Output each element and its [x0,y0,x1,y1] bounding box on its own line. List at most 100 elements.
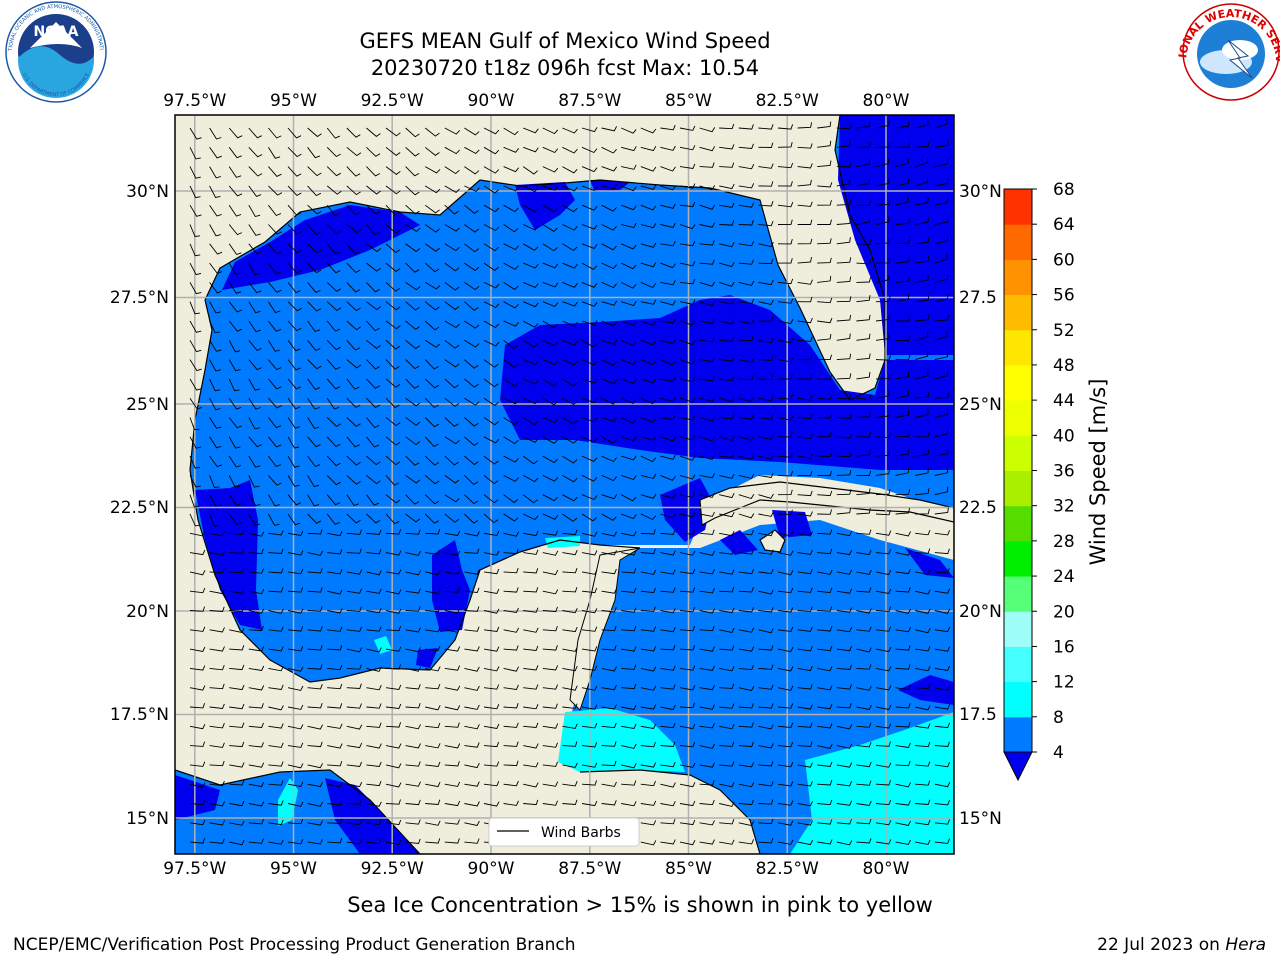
wind-barb [483,704,500,710]
wind-barb [817,431,832,438]
wind-barb [660,474,676,481]
wind-barb [915,705,931,711]
wind-barb [817,569,833,575]
wind-barb [758,628,774,634]
wind-barb [425,666,441,672]
wind-barb [366,666,382,672]
wind-barb [836,724,853,730]
wind-barb [229,780,245,786]
wind-barb [385,703,402,709]
wind-barb [444,127,461,135]
wind-barb [758,181,774,187]
wind-barb [326,378,341,390]
wind-barb [444,781,461,787]
wind-barb [229,567,245,574]
wind-barb [660,839,676,845]
wind-barb [601,722,617,729]
wind-barb [464,359,479,369]
wind-barb [719,452,735,458]
wind-barb [483,513,499,524]
wind-barb [758,607,774,613]
wind-barb [366,607,382,614]
wind-barb [405,185,420,196]
wind-barb [875,333,890,341]
wind-barb [758,220,774,227]
wind-barb [287,436,300,449]
wind-barb [483,436,500,444]
wind-barb [895,431,911,438]
wind-barb [915,683,931,690]
wind-barb [719,435,735,441]
wind-barb [660,339,676,345]
wind-barb [189,685,206,691]
wind-barb [424,359,439,370]
wind-barb [385,819,402,826]
wind-barb [346,761,363,767]
wind-barb [699,704,715,710]
wind-barb [699,318,716,325]
wind-barb [327,743,343,749]
wind-barb [385,301,401,311]
wind-barb [503,567,519,574]
wind-barb [385,224,401,234]
wind-barb [229,606,245,613]
wind-barb [562,626,578,633]
wind-barb [425,570,441,576]
wind-barb [464,685,480,691]
wind-barb [915,274,929,283]
wind-barb [326,185,342,195]
wind-barb [287,494,301,506]
wind-barb [895,664,911,670]
colorbar-swatch [1004,505,1032,542]
wind-barb [719,801,735,807]
wind-barb [248,436,262,448]
wind-barb [346,282,361,293]
wind-barb [562,703,578,709]
wind-barb [209,683,225,690]
wind-barb [424,378,440,389]
wind-barb [895,550,912,556]
wind-barb [817,297,833,304]
wind-barb [719,531,735,537]
wind-barb [699,684,715,691]
wind-barb [562,475,578,483]
wind-barb [621,185,637,192]
wind-barb [503,607,519,613]
wind-barb [366,320,380,332]
wind-barb [934,217,949,225]
wind-barb [581,474,598,482]
wind-barb [738,202,755,208]
wind-barb [523,743,539,749]
wind-barb [758,589,774,595]
wind-barb [307,224,321,235]
wind-barb [424,166,441,174]
wind-barb [542,494,559,502]
wind-barb [366,127,381,137]
noaa-logo-text: NOAA [34,24,79,40]
wind-barb [405,282,421,291]
wind-barb [856,159,871,168]
wind-barb [523,665,539,671]
wind-barb [934,782,951,788]
wind-barb [895,371,910,380]
wind-barb [836,549,853,556]
wind-barb [327,761,343,767]
wind-barb [758,743,774,749]
wind-barb [797,646,813,652]
wind-barb [522,204,539,213]
wind-barb [444,513,460,523]
wind-barb [228,494,242,506]
wind-barb [229,684,245,691]
wind-barb [326,436,341,448]
wind-barb [268,761,284,767]
wind-barb [503,359,519,368]
wind-barb [189,204,202,217]
wind-barb [777,741,794,748]
lat-labels-right: 30°N 27.5 25°N 22.5 20°N 17.5 15°N [959,182,1002,829]
wind-barb [621,455,637,461]
wind-barb [640,417,657,423]
wind-barb [542,339,559,347]
wind-barb [660,359,676,366]
colorbar-tick-label: 16 [1053,637,1075,657]
wind-barb [483,626,500,632]
